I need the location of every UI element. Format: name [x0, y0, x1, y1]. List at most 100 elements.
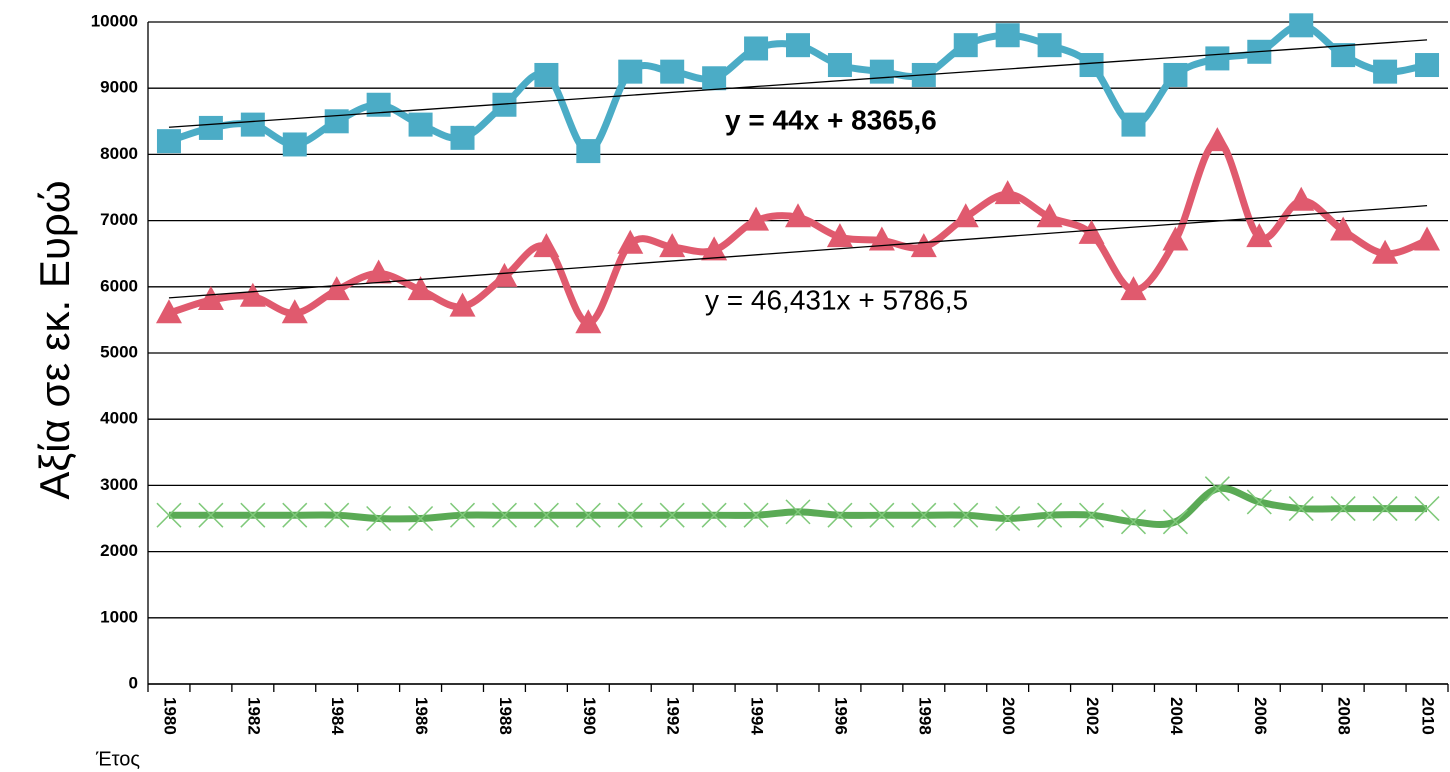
marker [785, 499, 811, 525]
x-axis-label: Έτος [95, 748, 140, 770]
trendline [168, 204, 1428, 299]
marker [156, 502, 182, 528]
marker [827, 502, 853, 528]
x-tick-label: 1984 [328, 697, 347, 735]
marker [366, 505, 392, 532]
marker [701, 502, 727, 528]
marker [953, 33, 978, 58]
marker [534, 62, 559, 87]
marker [1078, 219, 1105, 244]
marker [1205, 46, 1230, 71]
marker [1373, 59, 1398, 84]
y-tick-label: 0 [129, 673, 138, 692]
marker [743, 502, 769, 528]
marker [197, 286, 224, 311]
x-tick-label: 1980 [160, 697, 179, 735]
marker [576, 139, 601, 164]
marker [1120, 509, 1147, 535]
marker [826, 223, 853, 248]
marker [450, 125, 475, 150]
y-tick-label: 6000 [100, 276, 138, 295]
marker [533, 233, 560, 258]
marker [1079, 502, 1105, 528]
marker [827, 53, 852, 78]
series-line [168, 484, 1428, 529]
marker [1037, 502, 1063, 528]
marker [868, 226, 895, 251]
marker [1414, 496, 1440, 522]
marker [952, 203, 979, 228]
marker [1415, 53, 1440, 78]
marker [618, 59, 643, 84]
marker [994, 180, 1021, 205]
x-tick-label: 1986 [412, 697, 431, 735]
trendline [168, 39, 1428, 128]
marker [617, 229, 644, 254]
marker [786, 33, 810, 58]
marker [281, 299, 308, 324]
marker [1246, 489, 1272, 515]
y-tick-label: 7000 [100, 210, 138, 229]
marker [660, 59, 685, 84]
marker [785, 203, 811, 228]
marker [198, 502, 224, 528]
marker [1162, 509, 1188, 535]
marker [1037, 33, 1062, 58]
x-tick-label: 1998 [915, 697, 934, 735]
marker [869, 59, 894, 84]
marker [408, 505, 434, 532]
x-tick-label: 1996 [831, 697, 850, 735]
marker [240, 502, 266, 528]
marker [1414, 226, 1441, 251]
y-tick-label: 4000 [100, 409, 138, 428]
marker [1331, 43, 1356, 68]
marker [240, 112, 265, 137]
y-axis-label: Αξία σε εκ. Ευρώ [31, 180, 78, 499]
marker [1204, 127, 1231, 152]
marker [491, 262, 518, 287]
marker [1204, 476, 1230, 502]
marker [1036, 203, 1063, 228]
marker [282, 502, 308, 528]
x-tick-label: 1992 [664, 697, 683, 735]
marker [365, 259, 392, 284]
marker [449, 292, 476, 317]
x-tick-label: 1988 [496, 697, 515, 735]
marker [995, 23, 1020, 48]
x-tick-label: 1994 [748, 697, 767, 735]
marker [1288, 496, 1314, 522]
marker [744, 36, 769, 61]
x-tick-label: 2008 [1335, 697, 1354, 735]
marker [659, 502, 685, 528]
y-tick-label: 10000 [91, 11, 138, 30]
marker [449, 502, 476, 528]
y-tick-label: 1000 [100, 607, 138, 626]
marker [1246, 223, 1273, 248]
marker [282, 132, 307, 157]
trendline-equation: y = 46,431x + 5786,5 [705, 284, 968, 315]
marker [659, 233, 686, 258]
x-tick-label: 2006 [1251, 697, 1270, 735]
x-tick-label: 2010 [1419, 697, 1438, 735]
marker [1163, 62, 1188, 87]
y-tick-label: 9000 [100, 78, 138, 97]
marker [239, 282, 266, 307]
marker [1121, 112, 1146, 137]
x-tick-label: 1990 [580, 697, 599, 735]
marker [575, 309, 602, 334]
x-tick-label: 2000 [999, 697, 1018, 735]
marker [1372, 239, 1399, 264]
y-tick-label: 2000 [100, 541, 138, 560]
marker [155, 299, 182, 324]
marker [1330, 216, 1357, 241]
marker [323, 276, 350, 301]
marker [407, 276, 434, 301]
marker [953, 502, 979, 528]
marker [198, 115, 223, 140]
x-tick-label: 1982 [244, 697, 263, 735]
y-tick-label: 8000 [100, 144, 138, 163]
marker [701, 236, 728, 261]
marker [869, 502, 895, 528]
marker [575, 502, 601, 528]
